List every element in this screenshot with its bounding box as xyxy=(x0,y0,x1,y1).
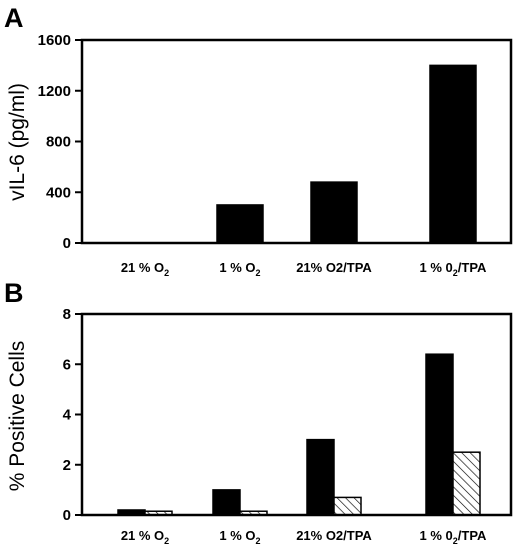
panel-a-x-category-label: 21 % O2 xyxy=(121,260,169,278)
panel-a-x-category-label: 21% O2/TPA xyxy=(296,260,372,275)
category-subscript: 2 xyxy=(164,268,169,278)
panel-b-plot-frame xyxy=(80,312,513,517)
panel-b-y-tick-label: 8 xyxy=(63,306,71,323)
panel-a-y-ticks: 0 400 800 1200 1600 xyxy=(38,32,82,252)
panel-a-x-categories: 21 % O2 1 % O2 21% O2/TPA 1 % 02/TPA xyxy=(121,260,487,278)
panel-a-y-tick-label: 0 xyxy=(63,235,71,252)
panel-a-plot-frame xyxy=(80,38,513,245)
panel-b-y-tick-label: 0 xyxy=(63,507,71,524)
category-subscript: 2 xyxy=(256,268,261,278)
category-text: 1 % 0 xyxy=(420,528,453,543)
panel-a-y-tick-label: 400 xyxy=(46,184,71,201)
category-subscript: 2 xyxy=(453,536,458,546)
category-text: 21% O2/TPA xyxy=(296,528,372,543)
panel-b-bar-solid xyxy=(306,438,335,516)
panel-b-y-tick-label: 4 xyxy=(63,407,72,424)
panel-a-bar-solid xyxy=(216,204,264,244)
panel-b-y-axis-label: % Positive Cells xyxy=(6,341,29,492)
category-text: 21 % O xyxy=(121,528,164,543)
panel-b-y-tick-label: 6 xyxy=(63,356,71,373)
panel-a-y-tick-label: 1600 xyxy=(38,32,71,49)
category-subscript: 2 xyxy=(453,268,458,278)
panel-b-y-tick-label: 2 xyxy=(63,457,71,474)
panel-b-y-ticks: 0 2 4 6 8 xyxy=(63,306,82,524)
panel-b-x-category-label: 21% O2/TPA xyxy=(296,528,372,543)
panel-a-bar-solid xyxy=(429,64,477,244)
panel-b-bar-hatched xyxy=(452,451,481,516)
category-suffix: /TPA xyxy=(458,260,487,275)
panel-b-label: B xyxy=(4,278,24,308)
panel-b-bars xyxy=(117,353,481,516)
panel-b-x-category-label: 1 % 02/TPA xyxy=(420,528,488,546)
panel-a-y-tick-label: 1200 xyxy=(38,83,71,100)
panel-a-y-tick-label: 800 xyxy=(46,134,71,151)
category-text: 1 % 0 xyxy=(420,260,453,275)
category-text: 21% O2/TPA xyxy=(296,260,372,275)
category-text: 1 % O xyxy=(219,528,255,543)
panel-b-x-categories: 21 % O2 1 % O2 21% O2/TPA 1 % 02/TPA xyxy=(121,528,487,546)
category-text: 1 % O xyxy=(219,260,255,275)
category-suffix: /TPA xyxy=(458,528,487,543)
panel-b-x-category-label: 1 % O2 xyxy=(219,528,260,546)
panel-b-bar-solid xyxy=(425,353,454,516)
panel-b-bar-hatched xyxy=(333,496,362,516)
panel-a-x-category-label: 1 % 02/TPA xyxy=(420,260,488,278)
category-subscript: 2 xyxy=(256,536,261,546)
panel-b-x-category-label: 21 % O2 xyxy=(121,528,169,546)
panel-a-label: A xyxy=(4,3,24,33)
panel-a-bar-solid xyxy=(310,181,358,244)
panel-a-x-category-label: 1 % O2 xyxy=(219,260,260,278)
category-subscript: 2 xyxy=(164,536,169,546)
category-text: 21 % O xyxy=(121,260,164,275)
panel-b-bar-solid xyxy=(212,489,241,516)
panel-a-y-axis-label: vIL-6 (pg/ml) xyxy=(6,83,29,201)
panel-a-bars xyxy=(216,64,477,244)
